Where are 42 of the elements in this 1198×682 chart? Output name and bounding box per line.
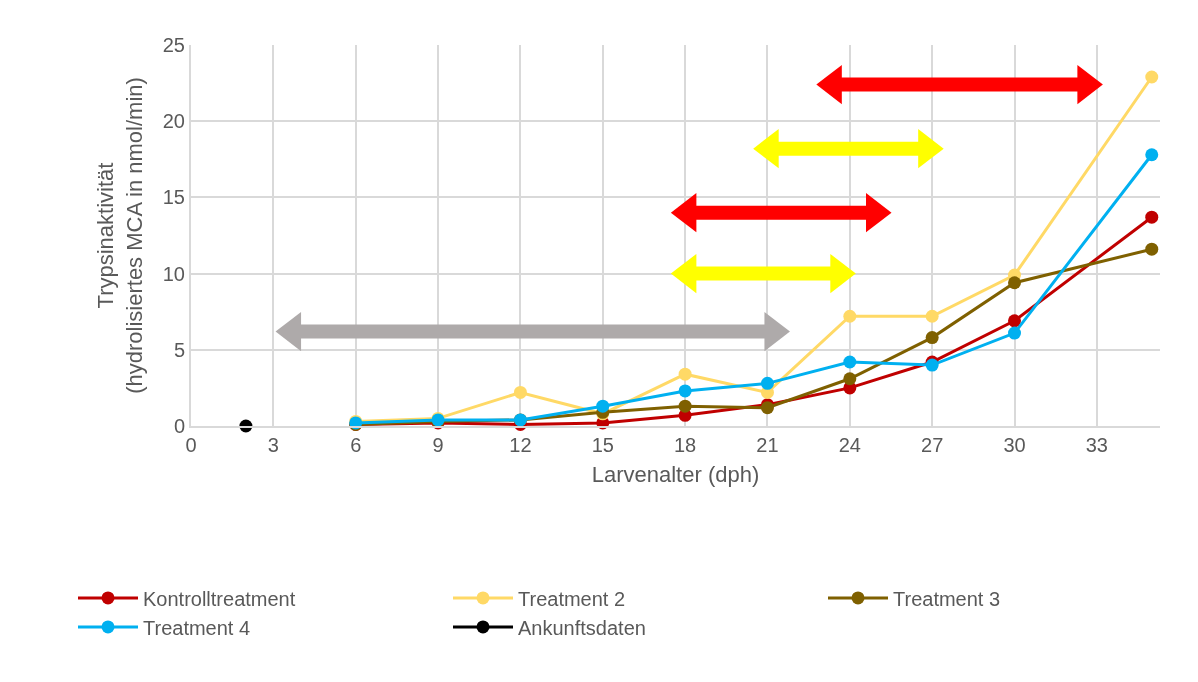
point	[1008, 314, 1022, 328]
x-tick-label: 6	[350, 434, 362, 456]
legend-label: Ankunftsdaten	[518, 616, 646, 639]
point	[843, 355, 857, 369]
point	[925, 331, 939, 345]
y-tick-label: 0	[173, 415, 185, 437]
y-tick-label: 15	[162, 186, 185, 209]
x-tick-label: 18	[673, 434, 697, 456]
x-tick-label: 27	[921, 434, 944, 456]
x-tick-label: 9	[432, 434, 444, 456]
point	[1008, 276, 1022, 290]
x-tick-label: 30	[1003, 434, 1026, 456]
point	[678, 399, 692, 413]
point	[1145, 70, 1159, 84]
point	[843, 309, 857, 323]
point	[1145, 242, 1159, 256]
point	[678, 384, 692, 398]
y-tick-label: 5	[173, 338, 185, 361]
point	[925, 309, 939, 323]
x-tick-label: 33	[1085, 434, 1108, 456]
point	[1145, 148, 1159, 162]
x-tick-label: 24	[838, 434, 861, 456]
point	[760, 376, 774, 390]
point	[843, 372, 857, 386]
y-axis-title: Trypsinaktivität (hydrolisiertes MCA in nmol/min)	[93, 77, 148, 394]
x-tick-label: 15	[591, 434, 614, 456]
x-tick-label: 3	[267, 434, 279, 456]
point	[678, 367, 692, 381]
point	[513, 385, 527, 399]
legend-label: Treatment 2	[518, 587, 626, 610]
y-tick-label: 25	[162, 34, 185, 56]
legend-label: Treatment 4	[143, 616, 251, 639]
y-tick-label: 10	[162, 262, 185, 285]
point	[1145, 210, 1159, 224]
y-tick-label: 20	[162, 110, 185, 133]
legend-label: Treatment 3	[893, 587, 1001, 610]
point	[596, 399, 610, 413]
x-tick-label: 21	[756, 434, 779, 456]
x-axis-title: Larvenalter (dph)	[591, 462, 760, 488]
x-tick-label: 12	[509, 434, 532, 456]
point	[1008, 326, 1022, 340]
legend-label: Kontrolltreatment	[143, 587, 296, 610]
